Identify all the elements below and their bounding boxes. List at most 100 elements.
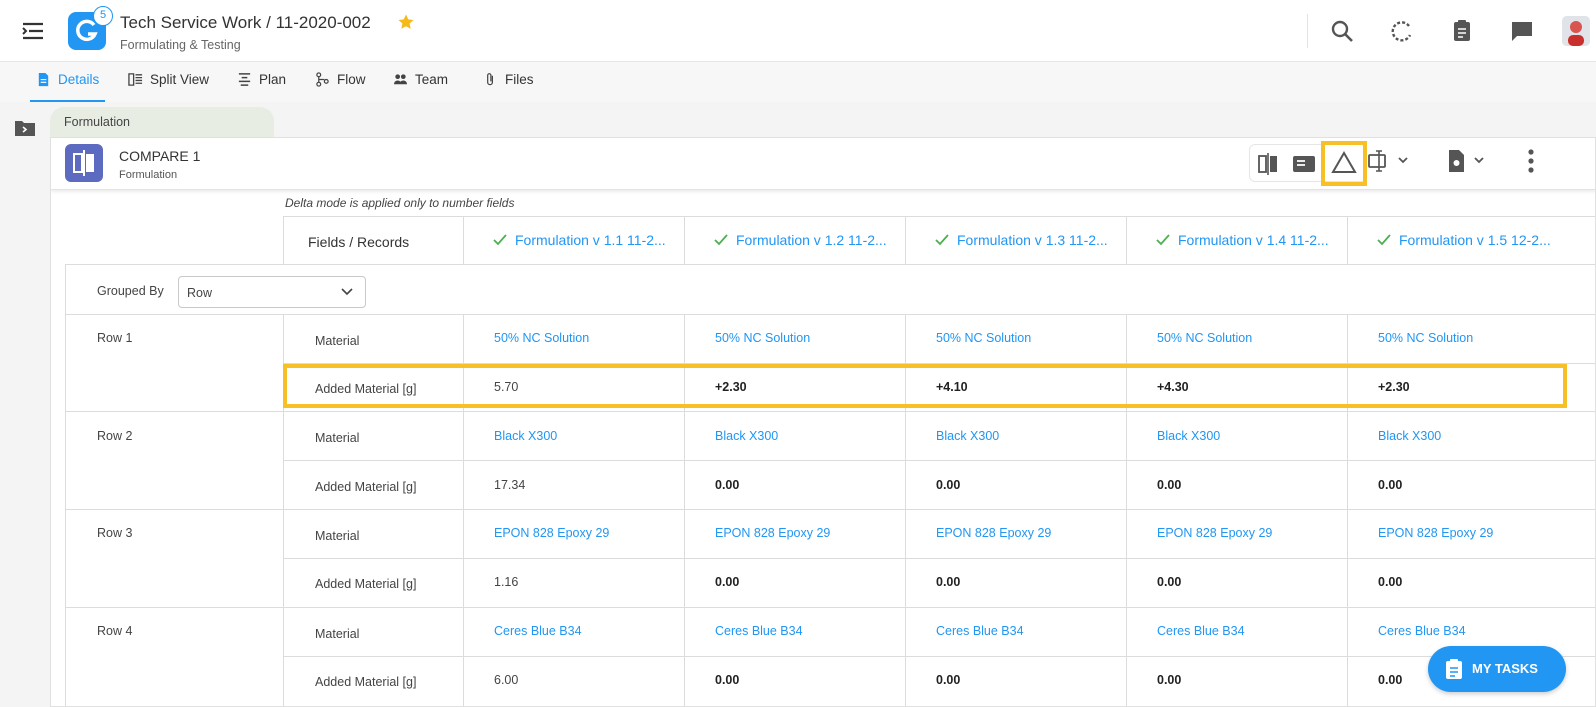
grid-line xyxy=(283,558,1595,559)
clipboard-icon[interactable] xyxy=(1449,18,1475,44)
check-icon xyxy=(714,234,728,246)
row-label: Row 1 xyxy=(97,331,133,345)
material-link[interactable]: Ceres Blue B34 xyxy=(494,624,582,638)
material-link[interactable]: Ceres Blue B34 xyxy=(715,624,803,638)
column-header-2[interactable]: Formulation v 1.2 11-2... xyxy=(704,220,887,266)
column-title: Formulation v 1.4 11-2... xyxy=(1178,232,1329,248)
compare-panel: COMPARE 1 Formulation Delta mode is appl… xyxy=(50,137,1596,707)
tab-files[interactable]: Files xyxy=(483,72,534,102)
grid-line xyxy=(1126,216,1127,264)
material-link[interactable]: Black X300 xyxy=(715,429,779,443)
material-link[interactable]: 50% NC Solution xyxy=(1378,331,1474,345)
added-material-delta: +2.30 xyxy=(715,380,747,394)
tab-label: Split View xyxy=(150,72,210,87)
material-link[interactable]: Black X300 xyxy=(936,429,1000,443)
tab-label: Plan xyxy=(259,72,287,87)
material-link[interactable]: Black X300 xyxy=(494,429,558,443)
compare-columns-icon[interactable] xyxy=(1254,150,1282,178)
check-icon xyxy=(493,234,507,246)
menu-toggle-icon[interactable] xyxy=(20,18,46,44)
grid-line xyxy=(684,314,685,706)
added-material-delta: 0.00 xyxy=(1157,478,1182,492)
material-link[interactable]: 50% NC Solution xyxy=(715,331,811,345)
column-title: Formulation v 1.3 11-2... xyxy=(957,232,1108,248)
chat-icon[interactable] xyxy=(1509,18,1535,44)
material-link[interactable]: 50% NC Solution xyxy=(1157,331,1253,345)
breadcrumb[interactable]: Formulation xyxy=(50,107,274,137)
added-material-delta: +4.10 xyxy=(936,380,968,394)
panel-title: COMPARE 1 xyxy=(119,148,201,164)
material-link[interactable]: 50% NC Solution xyxy=(494,331,590,345)
tab-details[interactable]: Details xyxy=(30,72,106,102)
column-header-3[interactable]: Formulation v 1.3 11-2... xyxy=(925,220,1108,266)
tab-label: Team xyxy=(415,72,449,87)
tab-bar: Details Split View Plan Flow Team Files xyxy=(0,62,1596,102)
tab-team[interactable]: Team xyxy=(393,72,448,102)
clipboard-icon xyxy=(1446,659,1462,679)
column-header-4[interactable]: Formulation v 1.4 11-2... xyxy=(1146,220,1329,266)
refresh-loader-icon[interactable] xyxy=(1389,18,1415,44)
tab-plan[interactable]: Plan xyxy=(237,72,286,102)
added-material-delta: 0.00 xyxy=(1157,673,1182,687)
grouped-by-select[interactable]: Row xyxy=(178,276,366,308)
material-link[interactable]: Ceres Blue B34 xyxy=(936,624,1024,638)
tab-flow[interactable]: Flow xyxy=(315,72,366,102)
field-label-added-material: Added Material [g] xyxy=(315,382,417,396)
panel-header: COMPARE 1 Formulation xyxy=(51,138,1595,190)
my-tasks-label: MY TASKS xyxy=(1472,661,1538,676)
grid-line xyxy=(65,607,1595,608)
highlighted-row xyxy=(283,364,1567,408)
grid-line xyxy=(65,314,1595,315)
field-label-added-material: Added Material [g] xyxy=(315,480,417,494)
favorite-star-icon[interactable] xyxy=(397,13,415,31)
grid-line xyxy=(463,216,464,264)
field-label-added-material: Added Material [g] xyxy=(315,675,417,689)
column-title: Formulation v 1.2 11-2... xyxy=(736,232,887,248)
field-label-added-material: Added Material [g] xyxy=(315,577,417,591)
row-label: Row 4 xyxy=(97,624,133,638)
added-material-delta: +2.30 xyxy=(1378,380,1410,394)
material-link[interactable]: EPON 828 Epoxy 29 xyxy=(1157,526,1273,540)
material-link[interactable]: Ceres Blue B34 xyxy=(1378,624,1466,638)
material-link[interactable]: EPON 828 Epoxy 29 xyxy=(1378,526,1494,540)
grid-line xyxy=(65,411,1595,412)
column-title: Formulation v 1.5 12-2... xyxy=(1399,232,1551,248)
document-settings-dropdown-icon[interactable] xyxy=(1445,148,1489,174)
column-title: Formulation v 1.1 11-2... xyxy=(515,232,666,248)
added-material-value: 17.34 xyxy=(494,478,526,492)
grid-line xyxy=(905,314,906,706)
flow-icon xyxy=(316,72,329,87)
more-vert-icon[interactable] xyxy=(1525,148,1537,174)
row-label: Row 2 xyxy=(97,429,133,443)
material-link[interactable]: EPON 828 Epoxy 29 xyxy=(715,526,831,540)
added-material-delta: 0.00 xyxy=(1157,575,1182,589)
tab-split-view[interactable]: Split View xyxy=(128,72,209,102)
folder-arrow-icon[interactable] xyxy=(14,118,36,138)
material-link[interactable]: Black X300 xyxy=(1157,429,1221,443)
compare-icon xyxy=(65,144,103,182)
avatar[interactable] xyxy=(1562,16,1590,46)
material-link[interactable]: EPON 828 Epoxy 29 xyxy=(494,526,610,540)
field-label-material: Material xyxy=(315,431,360,445)
grid-line xyxy=(65,509,1595,510)
column-header-5[interactable]: Formulation v 1.5 12-2... xyxy=(1367,220,1551,266)
notification-badge: 5 xyxy=(93,6,113,26)
tab-label: Flow xyxy=(337,72,366,87)
grid-line xyxy=(1347,216,1348,264)
added-material-value: 1.16 xyxy=(494,575,519,589)
material-link[interactable]: EPON 828 Epoxy 29 xyxy=(936,526,1052,540)
material-link[interactable]: 50% NC Solution xyxy=(936,331,1032,345)
my-tasks-button[interactable]: MY TASKS xyxy=(1428,646,1566,692)
search-icon[interactable] xyxy=(1329,18,1355,44)
material-link[interactable]: Black X300 xyxy=(1378,429,1442,443)
delta-mode-button[interactable] xyxy=(1321,141,1367,186)
column-header-1[interactable]: Formulation v 1.1 11-2... xyxy=(483,220,666,266)
added-material-delta: +4.30 xyxy=(1157,380,1189,394)
grouped-by-label: Grouped By xyxy=(97,284,164,298)
top-bar: 5 Tech Service Work / 11-2020-002 Formul… xyxy=(0,0,1596,62)
material-link[interactable]: Ceres Blue B34 xyxy=(1157,624,1245,638)
added-material-delta: 0.00 xyxy=(715,575,740,589)
card-view-icon[interactable] xyxy=(1290,150,1318,178)
pin-column-dropdown-icon[interactable] xyxy=(1367,148,1411,174)
tab-label: Files xyxy=(505,72,534,87)
